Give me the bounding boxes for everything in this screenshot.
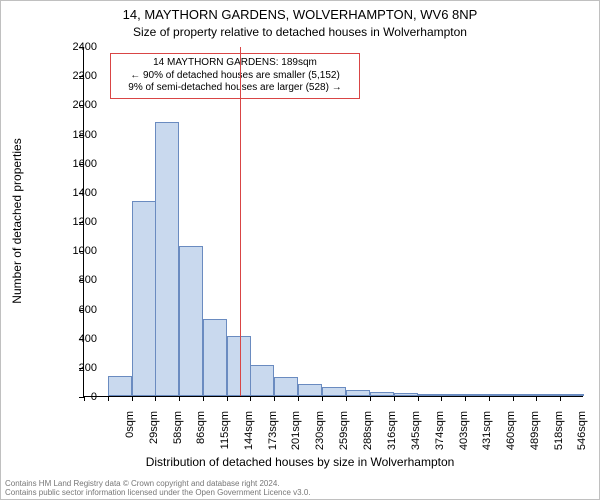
x-tick-label: 431sqm [481, 411, 493, 461]
x-tick-label: 518sqm [553, 411, 565, 461]
histogram-bar [370, 392, 394, 396]
x-tick-label: 201sqm [290, 411, 302, 461]
histogram-bar [227, 336, 251, 396]
x-tick-label: 86sqm [195, 411, 207, 461]
chart-container: 14, MAYTHORN GARDENS, WOLVERHAMPTON, WV6… [0, 0, 600, 500]
histogram-bar [108, 376, 132, 396]
y-tick-label: 1200 [59, 216, 97, 228]
x-tick-label: 403sqm [458, 411, 470, 461]
x-tick-mark [108, 396, 109, 401]
x-tick-mark [370, 396, 371, 401]
histogram-bar [560, 394, 584, 396]
chart-title: 14, MAYTHORN GARDENS, WOLVERHAMPTON, WV6… [1, 7, 599, 22]
histogram-bar [441, 394, 465, 396]
y-tick-label: 2200 [59, 70, 97, 82]
annotation-line-2: ← 90% of detached houses are smaller (5,… [117, 70, 353, 83]
histogram-bar [132, 201, 156, 396]
x-tick-mark [441, 396, 442, 401]
histogram-bar [418, 394, 442, 396]
x-tick-label: 460sqm [505, 411, 517, 461]
histogram-bar [536, 394, 560, 396]
x-tick-mark [418, 396, 419, 401]
x-tick-mark [489, 396, 490, 401]
y-tick-label: 1400 [59, 187, 97, 199]
x-tick-label: 374sqm [434, 411, 446, 461]
x-tick-mark [560, 396, 561, 401]
y-tick-label: 800 [59, 274, 97, 286]
x-tick-label: 489sqm [529, 411, 541, 461]
x-tick-mark [274, 396, 275, 401]
histogram-bar [465, 394, 489, 396]
histogram-bar [179, 246, 203, 396]
chart-subtitle: Size of property relative to detached ho… [1, 25, 599, 39]
y-tick-label: 400 [59, 333, 97, 345]
x-tick-mark [536, 396, 537, 401]
y-tick-label: 2400 [59, 41, 97, 53]
y-tick-label: 1600 [59, 158, 97, 170]
footer-attribution: Contains HM Land Registry data © Crown c… [5, 479, 311, 497]
y-tick-label: 2000 [59, 99, 97, 111]
x-tick-label: 0sqm [124, 411, 136, 461]
y-tick-label: 0 [59, 391, 97, 403]
x-tick-label: 316sqm [386, 411, 398, 461]
x-tick-mark [179, 396, 180, 401]
histogram-bar [155, 122, 179, 396]
histogram-bar [250, 365, 274, 396]
annotation-line-1: 14 MAYTHORN GARDENS: 189sqm [117, 57, 353, 70]
histogram-bar [298, 384, 322, 396]
x-tick-mark [132, 396, 133, 401]
x-tick-mark [394, 396, 395, 401]
x-tick-mark [155, 396, 156, 401]
annotation-line-3: 9% of semi-detached houses are larger (5… [117, 82, 353, 95]
x-tick-label: 115sqm [219, 411, 231, 461]
histogram-bar [203, 319, 227, 396]
footer-line-1: Contains HM Land Registry data © Crown c… [5, 479, 311, 488]
y-tick-label: 1800 [59, 129, 97, 141]
histogram-bar [346, 390, 370, 396]
y-axis-label: Number of detached properties [10, 138, 24, 303]
x-tick-mark [346, 396, 347, 401]
histogram-bar [274, 377, 298, 396]
x-tick-mark [250, 396, 251, 401]
x-tick-label: 58sqm [172, 411, 184, 461]
y-tick-label: 200 [59, 362, 97, 374]
x-tick-label: 144sqm [243, 411, 255, 461]
x-tick-label: 345sqm [410, 411, 422, 461]
x-tick-label: 230sqm [314, 411, 326, 461]
x-tick-mark [298, 396, 299, 401]
x-tick-mark [465, 396, 466, 401]
histogram-bar [513, 394, 537, 396]
footer-line-2: Contains public sector information licen… [5, 488, 311, 497]
annotation-box: 14 MAYTHORN GARDENS: 189sqm ← 90% of det… [110, 53, 360, 99]
property-marker-line [240, 47, 241, 396]
x-tick-mark [513, 396, 514, 401]
histogram-bar [394, 393, 418, 396]
y-tick-label: 600 [59, 304, 97, 316]
histogram-bar [489, 394, 513, 396]
x-tick-mark [227, 396, 228, 401]
y-tick-label: 1000 [59, 245, 97, 257]
x-tick-mark [322, 396, 323, 401]
x-tick-label: 259sqm [338, 411, 350, 461]
x-tick-label: 288sqm [362, 411, 374, 461]
x-tick-label: 546sqm [576, 411, 588, 461]
x-tick-mark [203, 396, 204, 401]
x-tick-label: 29sqm [148, 411, 160, 461]
plot-area: 14 MAYTHORN GARDENS: 189sqm ← 90% of det… [83, 47, 583, 397]
x-tick-label: 173sqm [267, 411, 279, 461]
histogram-bar [322, 387, 346, 396]
